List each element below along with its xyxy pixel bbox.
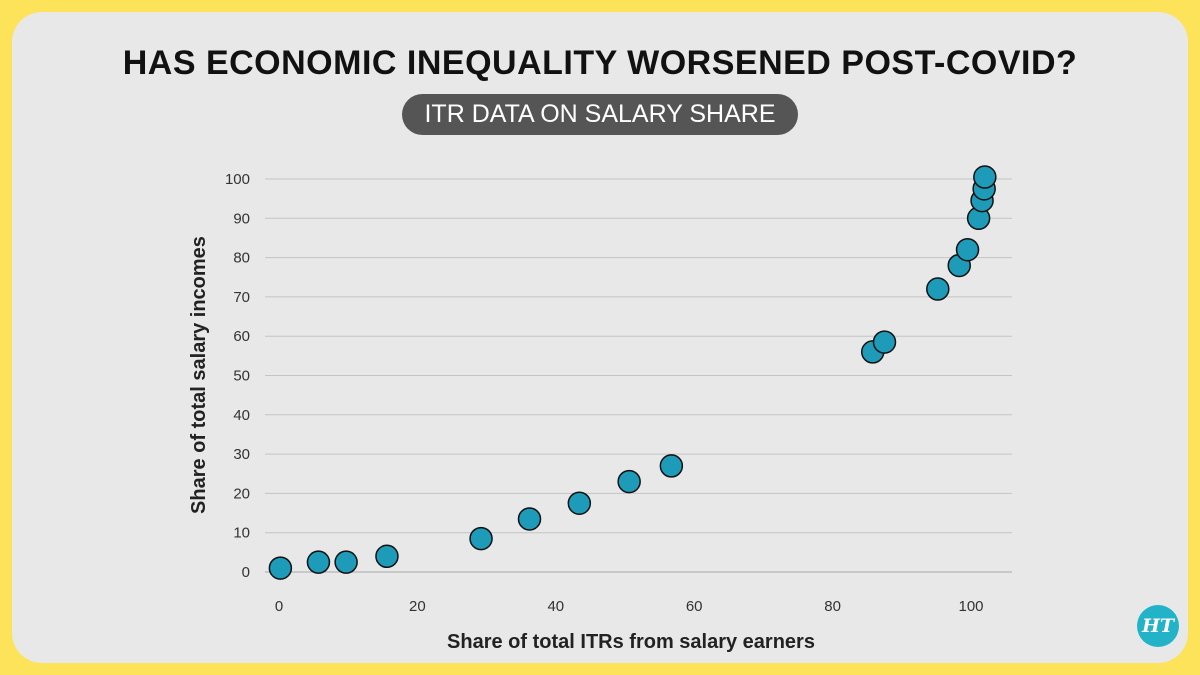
y-tick-label-60: 60 [233,328,250,345]
ht-logo: HT [1137,605,1179,647]
chart-title: HAS ECONOMIC INEQUALITY WORSENED POST-CO… [122,44,1078,82]
y-tick-label-10: 10 [233,525,250,542]
chart-subtitle: ITR DATA ON SALARY SHARE [402,94,798,135]
y-tick-label-90: 90 [233,210,250,227]
data-points [268,165,997,580]
y-tick-label-70: 70 [233,289,250,306]
data-point-5 [469,526,493,551]
x-tick-label-0: 0 [275,598,283,615]
data-point-14 [955,237,980,262]
y-tick-label-100: 100 [225,171,250,188]
y-tick-label-40: 40 [233,407,250,424]
data-point-8 [617,469,641,494]
data-point-1 [268,556,293,580]
y-tick-label-20: 20 [233,485,250,502]
y-tick-label-30: 30 [233,446,250,463]
data-point-4 [375,544,399,569]
subtitle-container: ITR DATA ON SALARY SHARE [0,94,1200,135]
data-point-11 [872,330,897,354]
y-tick-label-50: 50 [233,368,250,385]
y-axis-label: Share of total salary incomes [188,236,210,514]
y-tick-labels: 0 10 20 30 40 50 60 70 80 90 100 [225,171,250,581]
x-axis-label: Share of total ITRs from salary earners [447,631,815,653]
x-tick-label-40: 40 [547,598,564,615]
x-tick-label-20: 20 [409,598,426,615]
data-point-6 [517,507,542,531]
y-tick-label-80: 80 [233,250,250,267]
data-point-9 [659,454,684,478]
data-point-12 [926,277,950,301]
data-point-18 [973,165,997,189]
data-point-3 [334,550,358,574]
x-tick-label-100: 100 [958,598,983,615]
x-tick-labels: 0 20 40 60 80 100 [275,598,984,615]
x-tick-label-60: 60 [686,598,703,615]
grid-lines [265,178,1012,573]
x-tick-label-80: 80 [824,598,841,615]
data-point-2 [306,550,331,574]
data-point-7 [567,491,592,515]
y-tick-label-0: 0 [242,564,250,581]
